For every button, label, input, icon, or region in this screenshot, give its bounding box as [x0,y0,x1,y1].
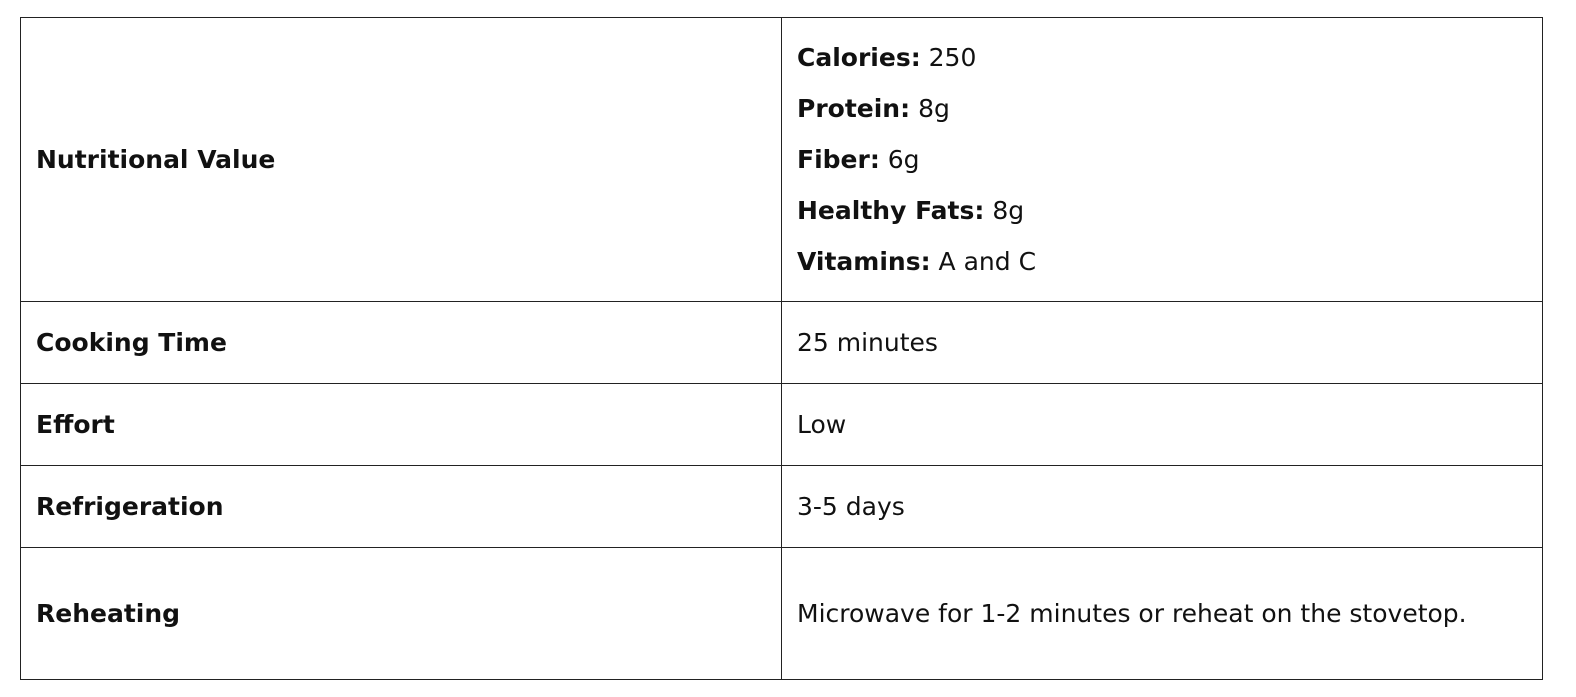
row-label: Cooking Time [20,301,782,384]
row-value: Low [781,383,1543,466]
row-value: 25 minutes [781,301,1543,384]
row-value: Calories: 250 Protein: 8g Fiber: 6g Heal… [781,17,1543,302]
table-row: Cooking Time 25 minutes [20,301,1543,384]
table-row: Reheating Microwave for 1-2 minutes or r… [20,547,1543,680]
nutrient-key: Vitamins: [797,247,931,276]
nutrient-value: 6g [887,145,920,174]
table-row: Effort Low [20,383,1543,466]
nutrient: Healthy Fats: 8g [797,185,1527,236]
row-label: Refrigeration [20,465,782,548]
nutrient: Protein: 8g [797,83,1527,134]
row-label: Nutritional Value [20,17,782,302]
nutrient-key: Fiber: [797,145,880,174]
row-label: Reheating [20,547,782,680]
nutrient-key: Calories: [797,43,921,72]
nutrient-key: Healthy Fats: [797,196,985,225]
nutrient: Calories: 250 [797,32,1527,83]
nutrient: Vitamins: A and C [797,236,1527,287]
nutrient: Fiber: 6g [797,134,1527,185]
table-row: Nutritional Value Calories: 250 Protein:… [20,17,1543,302]
nutrient-key: Protein: [797,94,911,123]
nutrient-value: 8g [918,94,950,123]
nutrient-value: 250 [928,43,977,72]
nutrient-value: 8g [992,196,1025,225]
row-value: 3-5 days [781,465,1543,548]
table-row: Refrigeration 3-5 days [20,465,1543,548]
row-value: Microwave for 1-2 minutes or reheat on t… [781,547,1543,680]
nutrient-value: A and C [938,247,1037,276]
info-table: Nutritional Value Calories: 250 Protein:… [20,17,1543,680]
row-label: Effort [20,383,782,466]
